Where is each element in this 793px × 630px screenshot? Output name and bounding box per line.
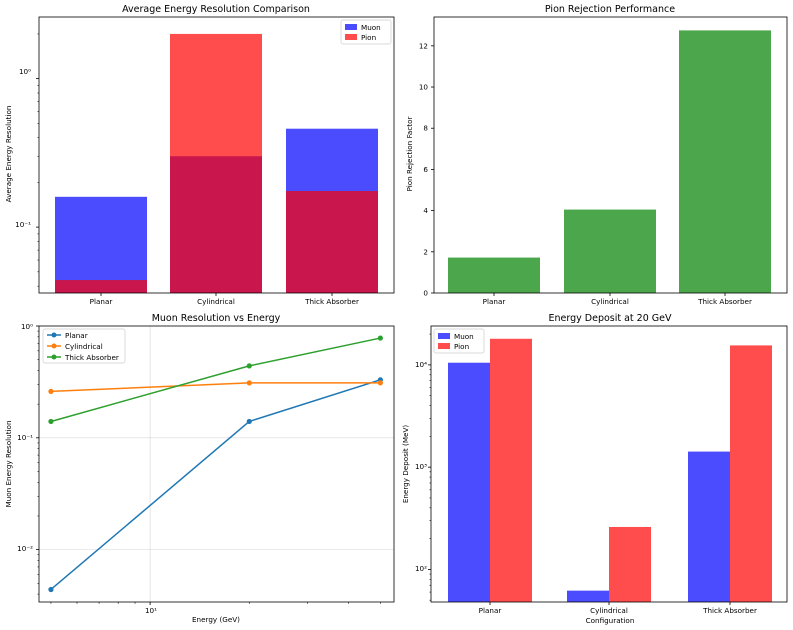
panel2-ytick-label: 6 bbox=[423, 165, 428, 174]
panel2-ytick-label: 8 bbox=[423, 124, 428, 133]
panel4-ytick-label: 10⁴ bbox=[415, 360, 427, 369]
panel1-xtick-label: Cylindrical bbox=[197, 297, 235, 306]
panel3-legend: Planar Cylindrical Thick Absorber bbox=[42, 328, 126, 364]
panel4-legend-muon-swatch bbox=[438, 333, 450, 339]
panel4-frame bbox=[430, 325, 788, 603]
point-cylindrical bbox=[48, 388, 54, 395]
panel1-legend: Muon Pion bbox=[340, 19, 392, 45]
bar-pion-cylindrical bbox=[609, 526, 651, 602]
panel1-title: Average Energy Resolution Comparison bbox=[122, 4, 310, 15]
bar-rejection-cylindrical bbox=[564, 209, 656, 293]
panel4-ytick-label: 10³ bbox=[415, 462, 427, 471]
point-planar bbox=[246, 418, 252, 425]
panel3-ytick-label: 10⁻² bbox=[17, 544, 33, 553]
panel3-ytick-label: 10⁻¹ bbox=[17, 433, 33, 442]
panel1-legend-muon-swatch bbox=[345, 24, 357, 30]
panel1-xtick-label: Thick Absorber bbox=[304, 297, 359, 306]
panel2-xtick-label: Thick Absorber bbox=[697, 297, 752, 306]
bar-muon-thick-absorber bbox=[688, 451, 730, 602]
panel3-xlabel: Energy (GeV) bbox=[192, 615, 240, 624]
panel2-ytick-label: 10 bbox=[419, 83, 429, 92]
panel3-legend-cylindrical-marker bbox=[51, 343, 57, 349]
point-planar bbox=[48, 586, 54, 593]
point-cylindrical bbox=[246, 380, 252, 386]
point-thick-absorber bbox=[246, 363, 252, 369]
panel3-legend-thick-absorber-marker bbox=[51, 354, 57, 360]
panel1-legend-pion-swatch bbox=[345, 34, 357, 40]
bar-muon-planar bbox=[448, 362, 490, 602]
panel3-xtick-label: 10¹ bbox=[145, 606, 157, 615]
bar-muon-cylindrical bbox=[567, 590, 609, 602]
panel4-legend-muon-label: Muon bbox=[454, 332, 474, 341]
panel-energy-deposit: Energy Deposit at 20 GeV Energy Deposit … bbox=[401, 313, 788, 625]
panel4-xtick-label: Cylindrical bbox=[590, 606, 628, 615]
panel4-legend: Muon Pion bbox=[433, 328, 485, 354]
panel4-xtick-label: Planar bbox=[479, 606, 502, 615]
panel-muon-resolution-vs-energy: Muon Resolution vs Energy Muon Energy Re… bbox=[4, 313, 395, 624]
panel4-title: Energy Deposit at 20 GeV bbox=[549, 313, 672, 324]
bar-rejection-thick-absorber bbox=[679, 30, 771, 293]
panel4-ylabel: Energy Deposit (MeV) bbox=[401, 425, 410, 504]
panel1-ytick-label: 10⁰ bbox=[19, 67, 31, 76]
panel4-ytick-label: 10² bbox=[415, 564, 427, 573]
point-cylindrical bbox=[377, 380, 383, 386]
bar-rejection-planar bbox=[448, 257, 540, 293]
bar-pion-cylindrical bbox=[170, 33, 262, 294]
panel1-ylabel: Average Energy Resolution bbox=[4, 106, 13, 203]
bar-pion-planar bbox=[55, 280, 147, 293]
point-thick-absorber bbox=[48, 418, 54, 425]
panel1-ytick-label: 10⁻¹ bbox=[15, 220, 31, 229]
panel3-legend-box bbox=[42, 328, 126, 364]
panel3-title: Muon Resolution vs Energy bbox=[152, 313, 281, 324]
panel1-frame bbox=[38, 16, 395, 294]
panel1-legend-pion-label: Pion bbox=[361, 33, 376, 42]
panel2-ytick-label: 12 bbox=[419, 41, 428, 50]
panel3-legend-planar-marker bbox=[51, 332, 57, 338]
bar-pion-planar bbox=[490, 338, 532, 602]
panel2-ylabel: Pion Rejection Factor bbox=[405, 116, 414, 191]
panel2-ytick-label: 0 bbox=[423, 289, 428, 298]
panel3-legend-thick-absorber-label: Thick Absorber bbox=[64, 353, 119, 362]
panel1-legend-muon-label: Muon bbox=[361, 23, 381, 32]
panel3-legend-planar-label: Planar bbox=[65, 331, 88, 340]
panel-pion-rejection: Pion Rejection Performance Pion Rejectio… bbox=[405, 4, 788, 306]
point-thick-absorber bbox=[377, 335, 383, 341]
panel2-xtick-label: Planar bbox=[483, 297, 506, 306]
bar-pion-thick-absorber bbox=[286, 191, 378, 293]
panel2-xtick-label: Cylindrical bbox=[591, 297, 629, 306]
panel3-ylabel: Muon Energy Resolution bbox=[4, 421, 13, 508]
panel4-legend-pion-swatch bbox=[438, 343, 450, 349]
bar-muon-planar bbox=[55, 196, 147, 293]
panel-average-energy-resolution: Average Energy Resolution Comparison Ave… bbox=[4, 4, 395, 306]
panel2-ytick-label: 2 bbox=[423, 247, 428, 256]
panel1-xtick-label: Planar bbox=[90, 297, 113, 306]
panel2-title: Pion Rejection Performance bbox=[545, 4, 675, 15]
panel2-ytick-label: 4 bbox=[423, 206, 428, 215]
panel3-legend-cylindrical-label: Cylindrical bbox=[65, 342, 103, 351]
panel4-xtick-label: Thick Absorber bbox=[702, 606, 757, 615]
panel4-xlabel: Configuration bbox=[586, 616, 635, 625]
panel3-ytick-label: 10⁰ bbox=[21, 322, 33, 331]
bar-pion-thick-absorber bbox=[730, 345, 772, 602]
panel3-frame bbox=[38, 325, 395, 603]
panel2-frame bbox=[433, 16, 788, 294]
panel4-legend-pion-label: Pion bbox=[454, 342, 469, 351]
